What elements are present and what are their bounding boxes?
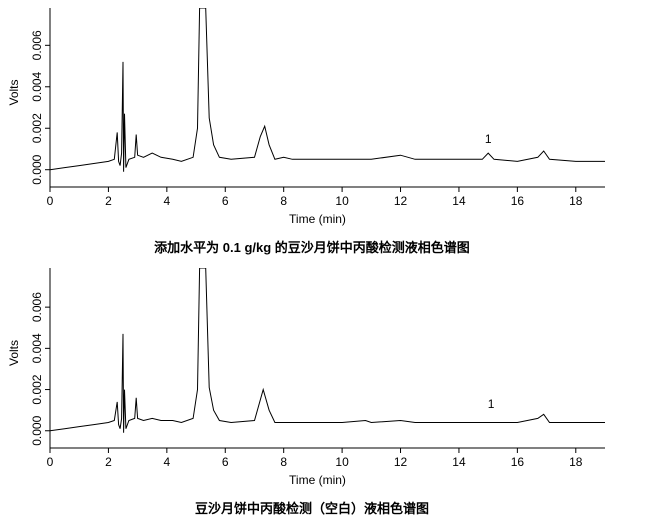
x-tick-label: 8 [280, 194, 287, 208]
x-tick-label: 0 [47, 455, 54, 469]
annotation: 1 [485, 132, 492, 146]
x-tick-label: 2 [105, 194, 112, 208]
y-tick-label: 0.004 [30, 71, 44, 101]
annotation: 1 [488, 397, 495, 411]
caption: 豆沙月饼中丙酸检测（空白）液相色谱图 [195, 501, 429, 516]
x-tick-label: 14 [452, 455, 466, 469]
x-tick-label: 4 [163, 455, 170, 469]
x-tick-label: 16 [511, 455, 525, 469]
x-axis-label: Time (min) [289, 473, 346, 487]
x-tick-label: 12 [394, 455, 408, 469]
y-tick-label: 0.000 [30, 154, 44, 184]
y-tick-label: 0.002 [30, 374, 44, 404]
trace [50, 268, 605, 433]
x-tick-label: 10 [335, 455, 349, 469]
x-tick-label: 2 [105, 455, 112, 469]
y-tick-label: 0.000 [30, 415, 44, 445]
x-tick-label: 16 [511, 194, 525, 208]
trace [50, 8, 605, 172]
x-tick-label: 4 [163, 194, 170, 208]
x-tick-label: 8 [280, 455, 287, 469]
x-tick-label: 12 [394, 194, 408, 208]
x-tick-label: 0 [47, 194, 54, 208]
x-tick-label: 14 [452, 194, 466, 208]
y-tick-label: 0.006 [30, 292, 44, 322]
x-tick-label: 18 [569, 455, 583, 469]
y-tick-label: 0.002 [30, 113, 44, 143]
x-tick-label: 6 [222, 455, 229, 469]
x-axis-label: Time (min) [289, 212, 346, 226]
x-tick-label: 18 [569, 194, 583, 208]
y-axis-label: Volts [7, 79, 21, 105]
caption: 添加水平为 0.1 g/kg 的豆沙月饼中丙酸检测液相色谱图 [154, 240, 470, 255]
y-axis-label: Volts [7, 340, 21, 366]
x-tick-label: 6 [222, 194, 229, 208]
y-tick-label: 0.004 [30, 333, 44, 363]
x-tick-label: 10 [335, 194, 349, 208]
y-tick-label: 0.006 [30, 30, 44, 60]
